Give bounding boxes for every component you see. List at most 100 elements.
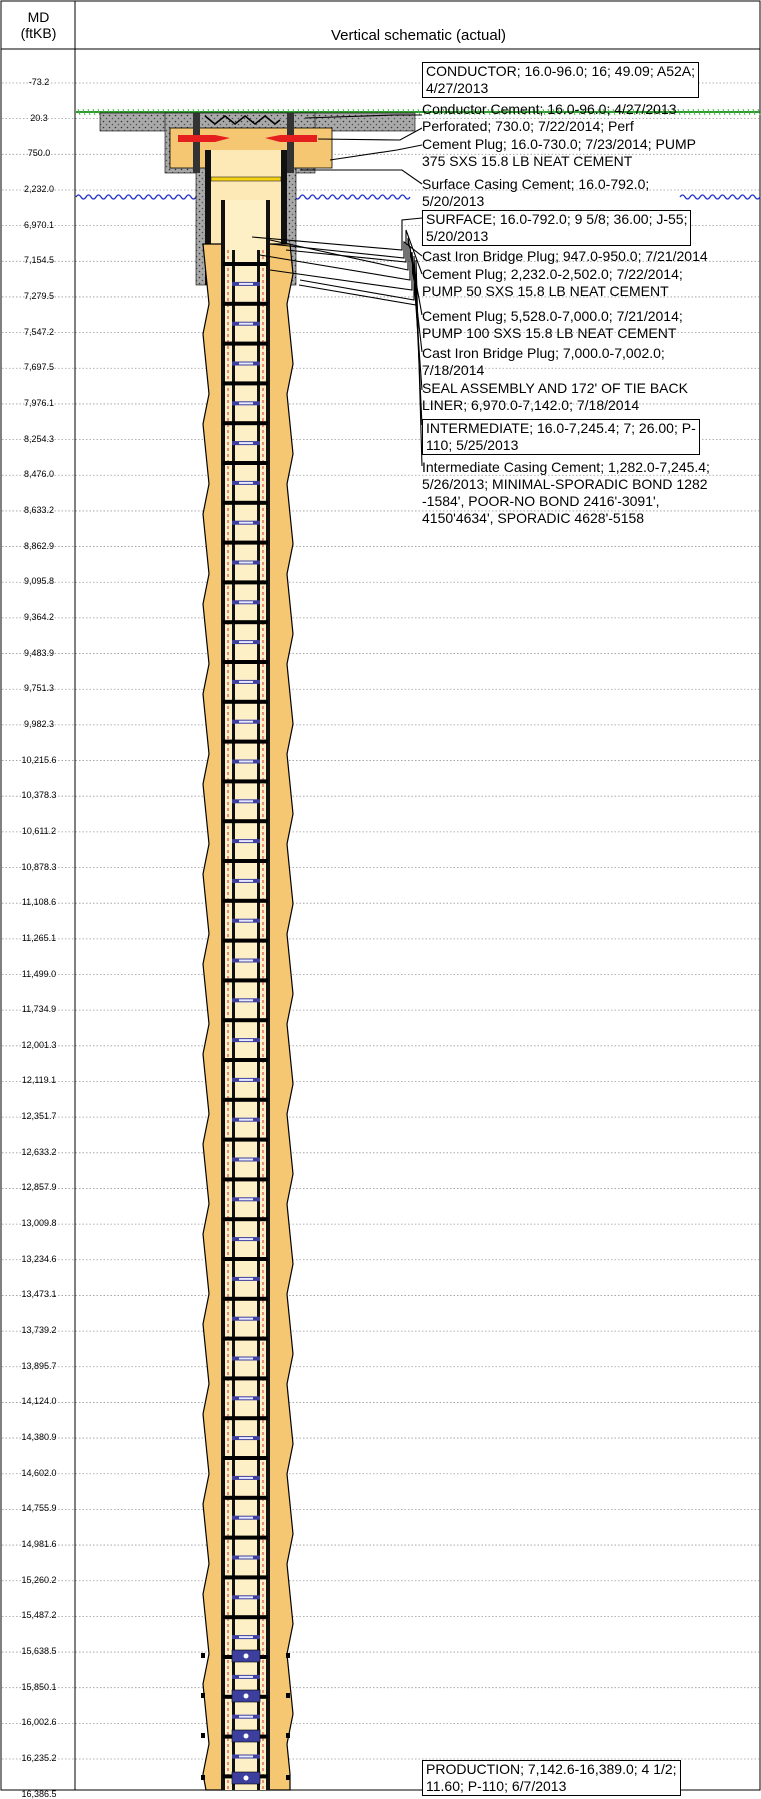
tubing-collar (223, 620, 268, 625)
water-level-right (679, 194, 761, 200)
tubing-joint-highlight (239, 481, 253, 484)
cast-iron-bridge-plug-shallow (210, 176, 282, 182)
tubing-collar (223, 421, 268, 426)
tubing-joint-highlight (239, 1476, 253, 1479)
depth-label: 12,857.9 (21, 1182, 57, 1193)
annotation-line: Perforated; 730.0; 7/22/2014; Perf (422, 118, 634, 134)
depth-label: 8,862.9 (23, 540, 55, 551)
leader-line (269, 251, 423, 391)
tubing-joint-highlight (239, 1078, 253, 1081)
grass-tick (652, 108, 656, 116)
grass-tick (687, 108, 691, 116)
tubing-collar (223, 1058, 268, 1062)
grass-tick (727, 108, 731, 116)
annotation-line: INTERMEDIATE; 16.0-7,245.4; 7; 26.00; P- (426, 420, 696, 436)
grass-tick (522, 108, 526, 116)
grass-tick (702, 108, 706, 116)
tubing-joint-highlight (239, 760, 253, 763)
tubing-collar (223, 1535, 268, 1540)
tubing-collar (223, 1296, 268, 1301)
grass-tick (537, 108, 541, 116)
tubing-collar (223, 1416, 268, 1421)
grass-tick (742, 108, 746, 116)
tubing-collar (223, 580, 268, 585)
grass-tick (677, 108, 681, 116)
grass-tick (417, 108, 421, 116)
grass-tick (657, 108, 661, 116)
tubing-collar (223, 1336, 268, 1341)
perforation-left (178, 135, 215, 142)
depth-label: 13,009.8 (21, 1218, 57, 1229)
annotation-line: PRODUCTION; 7,142.6-16,389.0; 4 1/2; (426, 1761, 677, 1777)
tubing-joint-highlight (239, 362, 253, 365)
depth-label: 9,982.3 (23, 718, 55, 729)
tubing-joint-highlight (239, 879, 253, 882)
tubing-collar (223, 779, 268, 784)
grass-tick (547, 108, 551, 116)
tubing-joint-highlight (239, 1516, 253, 1519)
grass-tick (627, 108, 631, 116)
packer-port (243, 1733, 249, 1739)
depth-label: 12,351.7 (21, 1111, 57, 1122)
depth-label: 15,487.2 (21, 1610, 57, 1621)
wellbore-drawing (75, 108, 761, 1791)
tubing-collar (223, 1018, 268, 1023)
tubing-collar (223, 938, 268, 943)
depth-label: 15,638.5 (21, 1646, 57, 1657)
tubing-joint-highlight (239, 1715, 253, 1718)
annotation-line: 7/18/2014 (422, 362, 485, 378)
tubing-joint-highlight (239, 1238, 253, 1241)
casing-annotation-box: CONDUCTOR; 16.0-96.0; 16; 49.09; A52A; 4/… (422, 62, 699, 98)
grass-tick (532, 108, 536, 116)
tubing-joint-highlight (239, 1039, 253, 1042)
leader-line (317, 127, 423, 141)
annotation-line: 5/26/2013; MINIMAL-SPORADIC BOND 1282 (422, 476, 708, 492)
grass-tick (497, 108, 501, 116)
grass-tick (707, 108, 711, 116)
casing-annotation-box: PRODUCTION; 7,142.6-16,389.0; 4 1/2; 11.6… (422, 1760, 681, 1796)
tubing-joint-highlight (239, 1596, 253, 1599)
intermediate-casing-left (221, 200, 225, 1790)
tubing-joint-highlight (239, 402, 253, 405)
tubing-joint-highlight (239, 919, 253, 922)
annotation-label: Cast Iron Bridge Plug; 947.0-950.0; 7/21… (422, 248, 708, 265)
annotation-label: Perforated; 730.0; 7/22/2014; Perf (422, 118, 634, 135)
tubing-collar (223, 660, 268, 664)
grass-tick (92, 108, 96, 116)
annotation-line: CONDUCTOR; 16.0-96.0; 16; 49.09; A52A; (426, 63, 695, 79)
depth-label: 7,697.5 (23, 362, 55, 373)
annotation-line: Intermediate Casing Cement; 1,282.0-7,24… (422, 459, 710, 475)
grass-tick (577, 108, 581, 116)
grass-tick (572, 108, 576, 116)
tubing-collar (223, 819, 268, 824)
tubing-joint-highlight (239, 1198, 253, 1201)
grass-tick (422, 108, 426, 116)
depth-label: 10,878.3 (21, 861, 57, 872)
annotation-line: Cast Iron Bridge Plug; 947.0-950.0; 7/21… (422, 248, 708, 264)
leader-line (304, 114, 422, 119)
surface-casing-right (281, 150, 287, 285)
annotation-label: Cement Plug; 16.0-730.0; 7/23/2014; PUMP… (422, 136, 696, 170)
centralizer-left (201, 1733, 205, 1738)
grass-tick (607, 108, 611, 116)
depth-label: 6,970.1 (23, 219, 55, 230)
tubing-collar (223, 301, 268, 306)
tubing-joint-highlight (239, 840, 253, 843)
depth-label: 13,895.7 (21, 1360, 57, 1371)
tubing-joint-highlight (239, 1357, 253, 1360)
grass-tick (512, 108, 516, 116)
tubing-joint-highlight (239, 1636, 253, 1639)
grass-tick (632, 108, 636, 116)
grass-tick (557, 108, 561, 116)
conductor-wall-left (193, 113, 200, 173)
annotation-label: Cast Iron Bridge Plug; 7,000.0-7,002.0; 7… (422, 345, 665, 379)
centralizer-left (201, 1775, 205, 1780)
tubing-joint-highlight (239, 1158, 253, 1161)
grass-tick (82, 108, 86, 116)
annotation-line: Cement Plug; 5,528.0-7,000.0; 7/21/2014; (422, 308, 683, 324)
depth-label: 13,234.6 (21, 1253, 57, 1264)
tubing-joint-highlight (239, 442, 253, 445)
depth-label: 7,547.2 (23, 326, 55, 337)
